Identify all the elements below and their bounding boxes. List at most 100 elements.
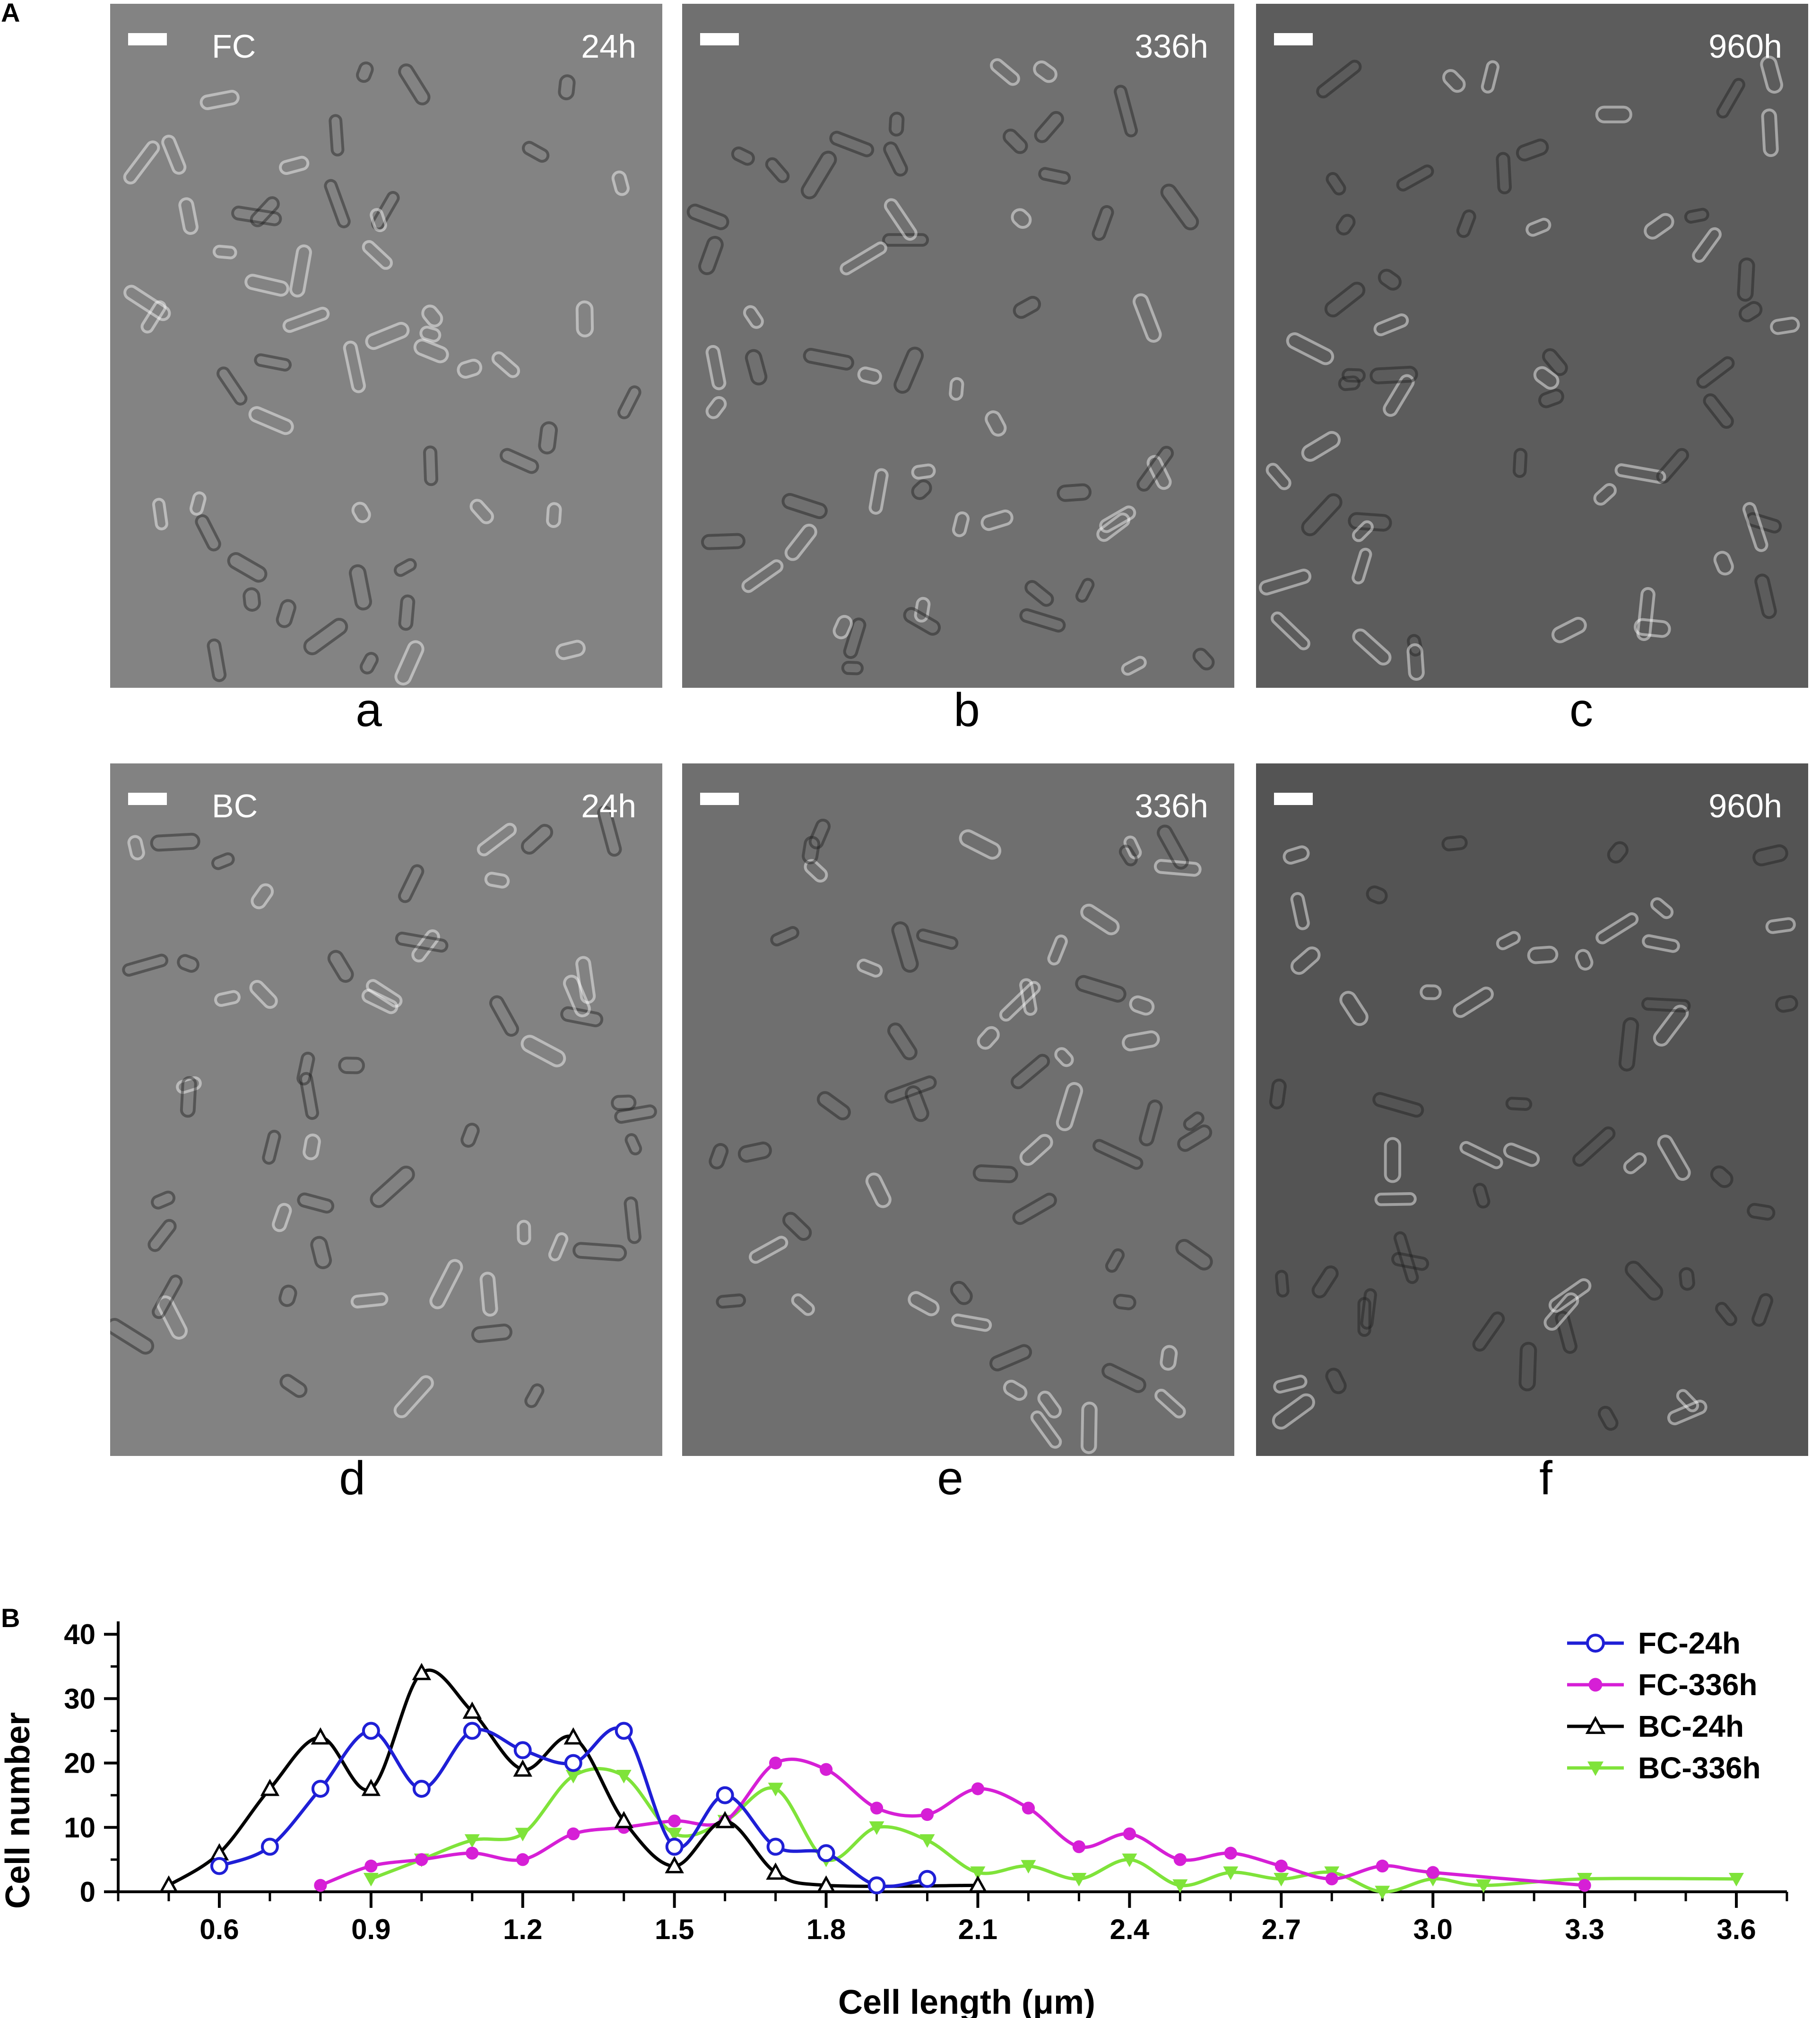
cell-shape — [1352, 628, 1392, 666]
cell-shape — [1092, 205, 1114, 241]
cell-shape — [365, 321, 410, 350]
cell-shape — [1641, 997, 1691, 1013]
y-tick-label: 30 — [64, 1683, 95, 1715]
cell-shape — [1096, 512, 1130, 542]
data-point — [1072, 1840, 1086, 1853]
cell-shape — [361, 988, 399, 1014]
cell-shape — [362, 240, 393, 270]
cell-shape — [457, 358, 483, 379]
data-point — [563, 1727, 583, 1745]
cell-shape — [195, 514, 221, 552]
cell-shape — [1033, 60, 1057, 83]
cell-shape — [1183, 1111, 1205, 1131]
cell-shape — [1342, 368, 1366, 383]
cell-shape — [1352, 520, 1374, 542]
cell-shape — [421, 304, 443, 328]
micrograph-time-label: 24h — [581, 28, 636, 65]
cell-shape — [477, 823, 517, 857]
cell-shape — [349, 564, 372, 611]
cell-shape — [479, 1272, 498, 1317]
cell-shape — [1056, 1082, 1083, 1131]
cell-shape — [800, 150, 837, 199]
x-axis-label: Cell length (μm) — [838, 1983, 1095, 2018]
cell-shape — [1595, 105, 1632, 123]
cell-shape — [156, 1295, 188, 1340]
cell-shape — [555, 640, 586, 660]
cell-shape — [484, 872, 510, 889]
cell-shape — [1496, 931, 1521, 951]
data-point — [159, 1875, 179, 1893]
cell-shape — [151, 1190, 176, 1210]
data-point — [817, 1844, 835, 1862]
cell-shape — [338, 1057, 365, 1074]
cell-shape — [471, 1324, 512, 1343]
cell-shape — [1038, 167, 1071, 185]
cell-shape — [546, 502, 562, 528]
cell-shape — [857, 366, 882, 385]
data-point — [920, 1808, 934, 1821]
data-point — [564, 1754, 582, 1772]
cell-shape — [572, 1242, 627, 1262]
legend-marker — [1586, 1634, 1605, 1653]
cell-shape — [597, 805, 622, 857]
data-point — [1375, 1886, 1390, 1899]
cell-shape — [1372, 1092, 1424, 1118]
data-point — [768, 1783, 783, 1797]
cell-shape — [324, 179, 351, 228]
cell-shape — [990, 58, 1020, 86]
cell-shape — [1472, 1311, 1505, 1352]
cell-shape — [781, 493, 828, 520]
cell-shape — [1374, 1192, 1417, 1206]
cell-shape — [816, 1091, 851, 1121]
data-point — [1122, 1853, 1137, 1867]
x-tick-label: 3.6 — [1716, 1914, 1756, 1945]
legend-label: FC-24h — [1638, 1626, 1741, 1660]
cell-shape — [575, 300, 594, 338]
cell-shape — [1019, 608, 1066, 633]
cell-shape — [1129, 995, 1155, 1016]
cell-shape — [1271, 611, 1310, 650]
cell-shape — [1338, 375, 1361, 391]
cell-shape — [1692, 227, 1722, 263]
data-point — [616, 1770, 632, 1784]
cell-shape — [883, 141, 908, 177]
cell-shape — [1030, 1410, 1062, 1449]
data-point — [466, 1846, 479, 1860]
cell-shape — [343, 340, 366, 393]
cell-shape — [985, 410, 1007, 437]
cell-shape — [1366, 885, 1388, 905]
cell-shape — [1624, 1260, 1664, 1301]
data-point — [210, 1857, 228, 1875]
cell-shape — [460, 1123, 480, 1148]
cell-shape — [1019, 978, 1038, 1016]
cell-shape — [1742, 502, 1768, 552]
x-tick-label: 2.4 — [1110, 1914, 1150, 1945]
cell-shape — [560, 1006, 604, 1028]
cell-shape — [1642, 934, 1680, 953]
cell-shape — [1496, 152, 1512, 195]
cell-shape — [698, 236, 724, 275]
cell-shape — [1391, 1252, 1430, 1271]
cell-shape — [999, 981, 1041, 1022]
cell-shape — [1542, 348, 1568, 376]
data-point — [260, 1837, 279, 1856]
cell-shape — [1175, 1239, 1213, 1271]
cell-shape — [624, 1133, 642, 1156]
cell-shape — [1339, 991, 1369, 1026]
micrograph-time-label: 336h — [1135, 788, 1208, 824]
data-point — [311, 1727, 330, 1745]
cell-shape — [1453, 987, 1494, 1018]
cell-shape — [1456, 209, 1476, 238]
cell-shape — [1442, 69, 1466, 93]
micrograph-sublabel-f: f — [1539, 1452, 1552, 1505]
cell-shape — [951, 1313, 992, 1332]
scale-bar — [1274, 793, 1313, 805]
cell-shape — [1080, 903, 1120, 935]
micrograph-d: BC 24h — [110, 763, 662, 1456]
cell-shape — [212, 244, 237, 260]
cell-shape — [1325, 1368, 1347, 1394]
data-point — [766, 1837, 785, 1856]
cell-shape — [356, 61, 374, 83]
cell-shape — [1034, 111, 1064, 143]
cell-shape — [152, 498, 168, 530]
